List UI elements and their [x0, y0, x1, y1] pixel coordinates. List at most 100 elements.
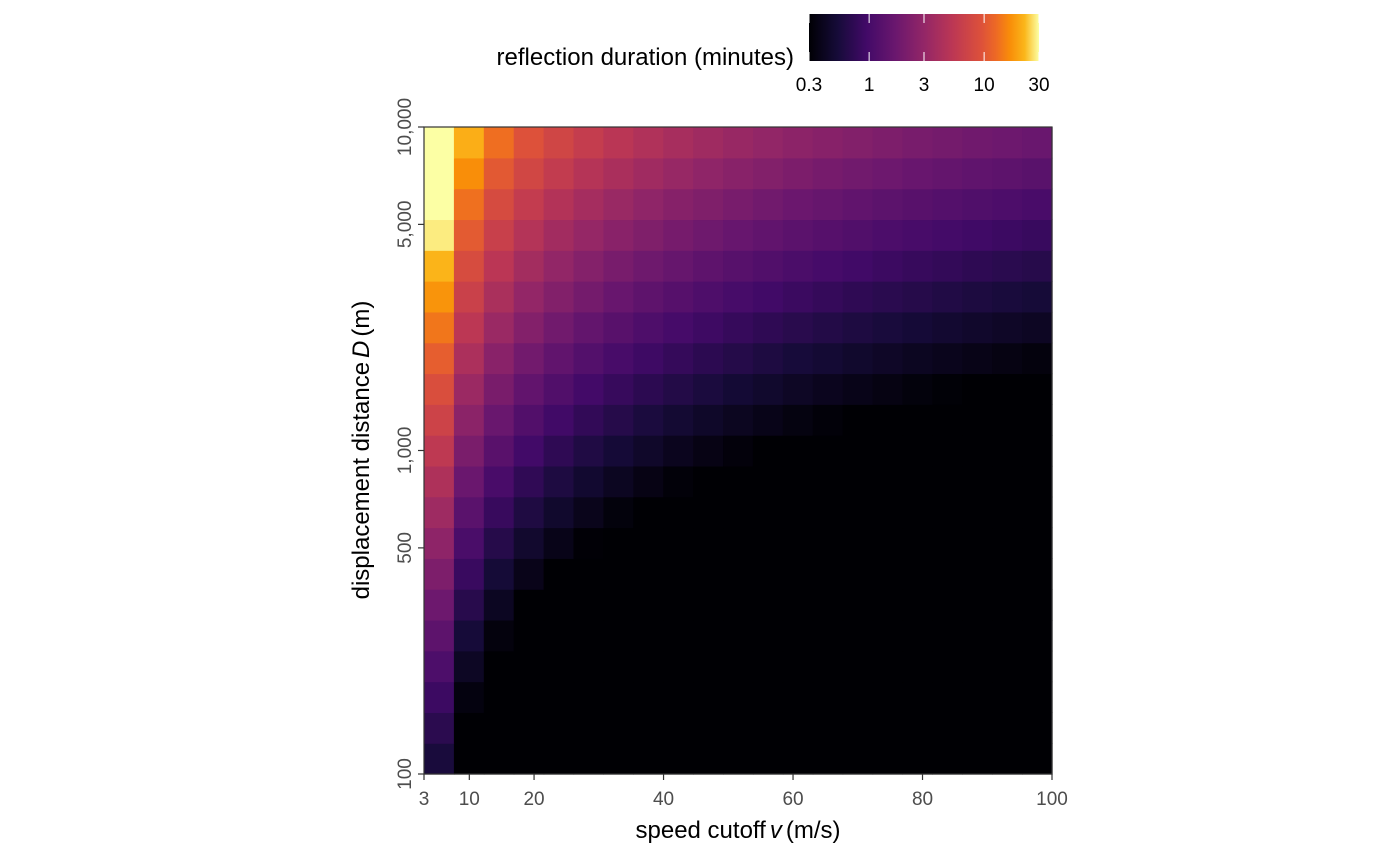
heatmap-cell	[1022, 465, 1053, 498]
x-tick-label: 100	[1036, 789, 1068, 810]
heatmap-cell	[513, 311, 545, 344]
heatmap-cell	[424, 157, 455, 190]
heatmap-cell	[932, 157, 963, 190]
heatmap-cell	[483, 373, 515, 405]
x-axis: 3 10 20 40 60 80 100	[419, 774, 1068, 810]
heatmap-cell	[962, 496, 993, 529]
legend-ticks: 0.3 1 3 10 30	[796, 14, 1050, 96]
heatmap-cell	[902, 465, 933, 498]
heatmap-cell	[962, 650, 993, 683]
y-tick-label: 100	[395, 758, 416, 790]
heatmap-cell	[723, 281, 754, 313]
heatmap-cell	[812, 712, 844, 744]
heatmap-cell	[902, 435, 933, 467]
heatmap-cell	[1022, 311, 1053, 344]
heatmap-cell	[603, 650, 634, 683]
heatmap-cell	[543, 250, 575, 282]
heatmap-cell	[424, 650, 455, 683]
heatmap-cell	[424, 743, 455, 775]
heatmap-cell	[573, 743, 605, 775]
heatmap-cell	[842, 188, 874, 221]
heatmap-cell	[453, 465, 485, 498]
heatmap-cell	[483, 342, 515, 375]
heatmap-cell	[453, 589, 485, 621]
heatmap-cell	[424, 188, 455, 221]
heatmap-cell	[1022, 558, 1053, 590]
heatmap-cell	[663, 465, 694, 498]
heatmap-cell	[513, 558, 545, 590]
heatmap-cell	[1022, 250, 1053, 282]
heatmap-cell	[872, 589, 904, 621]
heatmap-cell	[483, 558, 515, 590]
heatmap-cell	[663, 527, 694, 559]
heatmap-cell	[992, 743, 1023, 775]
heatmap-cell	[782, 619, 814, 652]
heatmap-cell	[962, 558, 993, 590]
heatmap-cell	[693, 558, 724, 590]
heatmap-cell	[483, 527, 515, 559]
heatmap-cell	[483, 188, 515, 221]
heatmap-cell	[962, 250, 993, 282]
heatmap-cell	[992, 435, 1023, 467]
heatmap-cell	[573, 527, 605, 559]
heatmap-cell	[752, 743, 784, 775]
heatmap-cell	[543, 527, 575, 559]
heatmap-cell	[483, 650, 515, 683]
heatmap-cell	[992, 342, 1023, 375]
heatmap-cell	[752, 465, 784, 498]
heatmap-cell	[723, 373, 754, 405]
heatmap-cell	[633, 373, 664, 405]
heatmap-cell	[513, 527, 545, 559]
heatmap-cell	[872, 527, 904, 559]
heatmap-cell	[603, 619, 634, 652]
heatmap-cell	[693, 342, 724, 375]
heatmap-cell	[812, 157, 844, 190]
heatmap-cell	[453, 188, 485, 221]
heatmap-cell	[842, 127, 874, 159]
heatmap-cell	[633, 527, 664, 559]
heatmap-cell	[962, 589, 993, 621]
heatmap-cell	[992, 188, 1023, 221]
heatmap-cell	[992, 250, 1023, 282]
heatmap-cell	[932, 527, 963, 559]
heatmap-cell	[902, 281, 933, 313]
heatmap-cell	[932, 281, 963, 313]
heatmap-cell	[633, 342, 664, 375]
heatmap-cell	[633, 650, 664, 683]
heatmap-cell	[992, 681, 1023, 713]
heatmap-cell	[812, 435, 844, 467]
heatmap-cell	[962, 281, 993, 313]
heatmap-cell	[424, 589, 455, 621]
heatmap-cell	[1022, 373, 1053, 405]
heatmap-cell	[483, 712, 515, 744]
heatmap-cell	[1022, 496, 1053, 529]
heatmap-cell	[962, 743, 993, 775]
heatmap-cell	[424, 404, 455, 436]
heatmap-cell	[932, 465, 963, 498]
x-tick-label: 10	[459, 789, 480, 810]
heatmap-cell	[603, 404, 634, 436]
heatmap-cell	[513, 712, 545, 744]
heatmap-cell	[453, 650, 485, 683]
heatmap-cell	[962, 157, 993, 190]
heatmap-cell	[573, 404, 605, 436]
heatmap-cell	[992, 619, 1023, 652]
heatmap-cell	[424, 219, 455, 251]
heatmap-cell	[902, 527, 933, 559]
heatmap-cell	[872, 465, 904, 498]
heatmap-cell	[812, 250, 844, 282]
heatmap-cell	[453, 558, 485, 590]
heatmap-cell	[543, 558, 575, 590]
heatmap-cell	[453, 373, 485, 405]
heatmap-cell	[752, 681, 784, 713]
heatmap-cell	[483, 157, 515, 190]
heatmap-cell	[812, 743, 844, 775]
heatmap-cell	[782, 496, 814, 529]
heatmap-cell	[932, 496, 963, 529]
heatmap-cell	[573, 558, 605, 590]
heatmap-cell	[424, 619, 455, 652]
heatmap-cell	[902, 712, 933, 744]
heatmap-cell	[752, 157, 784, 190]
heatmap-cell	[723, 127, 754, 159]
heatmap-cell	[962, 681, 993, 713]
